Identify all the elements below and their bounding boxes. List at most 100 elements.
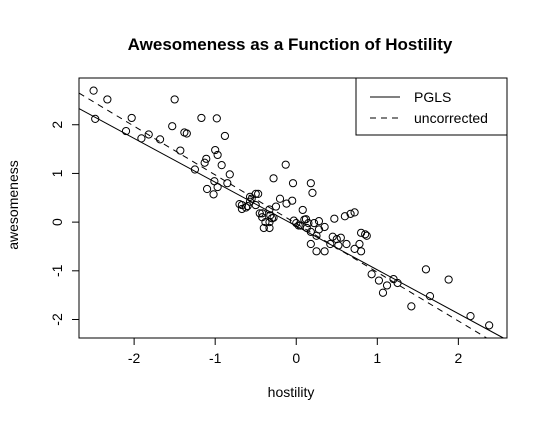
data-point [288,196,297,205]
x-tick-label: 2 [454,350,462,366]
data-point [213,182,222,192]
x-tick-label: -1 [209,350,222,366]
data-point [296,221,305,230]
data-point [306,179,315,188]
x-tick-label: -2 [128,350,141,366]
data-point [243,201,252,211]
data-point [144,130,153,139]
data-point [275,194,285,203]
data-point [225,170,234,179]
data-point [211,145,220,155]
data-point [220,131,230,141]
data-point [407,302,416,311]
data-point [237,200,247,210]
y-tick-label: 0 [49,218,65,226]
data-point [374,276,384,285]
legend-pgls-label: PGLS [414,89,451,105]
data-point [367,270,376,279]
data-point [362,231,371,240]
data-point [288,179,298,188]
legend: PGLS uncorrected [355,77,508,136]
data-point [261,218,270,227]
data-point [251,189,260,198]
data-point [298,205,307,215]
data-point [127,113,136,123]
data-point [485,321,494,330]
data-point [212,114,221,123]
data-point [342,239,351,249]
data-point [209,190,218,199]
data-point [312,231,321,240]
data-point [265,218,274,227]
data-point [382,281,392,290]
data-point [168,122,177,131]
data-points [89,86,494,330]
data-point [356,247,366,256]
data-point [254,189,263,198]
data-point [197,113,206,123]
data-point [265,205,274,214]
x-axis-label: hostility [268,384,315,400]
data-point [425,292,435,301]
data-point [330,214,339,223]
data-point [202,184,212,194]
data-point [269,174,278,183]
data-point [346,209,355,218]
data-point [202,154,211,163]
data-point [137,134,146,143]
data-point [251,200,260,210]
y-tick-label: -2 [49,313,65,326]
data-point [180,128,189,137]
data-point [334,241,343,250]
data-point [155,135,165,144]
data-point [320,247,329,256]
data-point [259,223,268,233]
data-point [255,209,264,218]
plot-frame [78,77,508,339]
data-point [306,227,315,236]
data-point [170,95,179,104]
data-point [223,179,232,188]
data-point [103,95,112,104]
data-point [306,239,315,249]
data-point [213,150,222,160]
y-axis-label: awesomeness [5,160,21,250]
data-point [378,288,388,297]
data-point [320,222,329,232]
x-tick-label: 1 [373,350,381,366]
x-axis: -2 -1 0 1 2 [128,338,462,366]
y-tick-label: 1 [49,169,65,177]
data-point [444,275,453,284]
data-point [361,230,370,239]
data-point [292,218,301,228]
data-point [241,203,251,212]
data-point [421,265,431,274]
data-point [190,165,200,174]
data-point [393,278,402,288]
legend-box [355,77,508,136]
data-point [466,311,475,321]
data-point [217,161,226,170]
data-point [308,188,317,198]
data-point [312,247,321,256]
data-point [271,202,281,211]
data-point [269,213,278,222]
data-point [309,218,319,228]
data-point [121,126,131,136]
data-point [91,114,100,123]
data-point [281,160,290,169]
data-point [258,209,267,218]
data-point [328,232,337,241]
data-point [355,239,364,249]
data-point [200,158,209,167]
x-tick-label: 0 [292,350,300,366]
legend-uncorrected-label: uncorrected [414,110,488,126]
data-point [304,218,313,228]
uncorrected-line [78,92,487,339]
data-point [336,233,345,242]
y-axis: -2 -1 0 1 2 [49,121,79,326]
data-point [350,208,359,217]
data-point [176,146,185,155]
data-point [332,235,341,244]
